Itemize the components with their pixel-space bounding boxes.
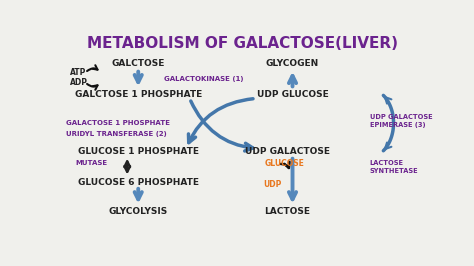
Text: GLUCOSE 1 PHOSPHATE: GLUCOSE 1 PHOSPHATE [78,147,199,156]
Text: UDP GALACTOSE
EPIMERASE (3): UDP GALACTOSE EPIMERASE (3) [370,114,432,128]
Text: GLYCOLYSIS: GLYCOLYSIS [109,207,168,216]
Text: UDP: UDP [263,180,282,189]
Text: LACTOSE: LACTOSE [264,207,310,216]
Text: UDP GLUCOSE: UDP GLUCOSE [256,90,328,99]
Text: GALACTOKINASE (1): GALACTOKINASE (1) [164,76,244,82]
Text: ADP: ADP [70,78,88,87]
Text: ATP: ATP [70,68,87,77]
Text: GALACTOSE 1 PHOSPHATE: GALACTOSE 1 PHOSPHATE [66,120,170,126]
Text: URIDYL TRANSFERASE (2): URIDYL TRANSFERASE (2) [66,131,167,137]
Text: GLUCOSE 6 PHOSPHATE: GLUCOSE 6 PHOSPHATE [78,178,199,187]
Text: GLUCOSE: GLUCOSE [265,159,305,168]
Text: GALCTOSE: GALCTOSE [111,59,165,68]
Text: UDP GALACTOSE: UDP GALACTOSE [245,147,329,156]
Text: METABOLISM OF GALACTOSE(LIVER): METABOLISM OF GALACTOSE(LIVER) [87,36,399,51]
Text: MUTASE: MUTASE [76,160,108,167]
Text: LACTOSE
SYNTHETASE: LACTOSE SYNTHETASE [370,160,418,174]
Text: GALCTOSE 1 PHOSPHATE: GALCTOSE 1 PHOSPHATE [74,90,202,99]
Text: GLYCOGEN: GLYCOGEN [266,59,319,68]
